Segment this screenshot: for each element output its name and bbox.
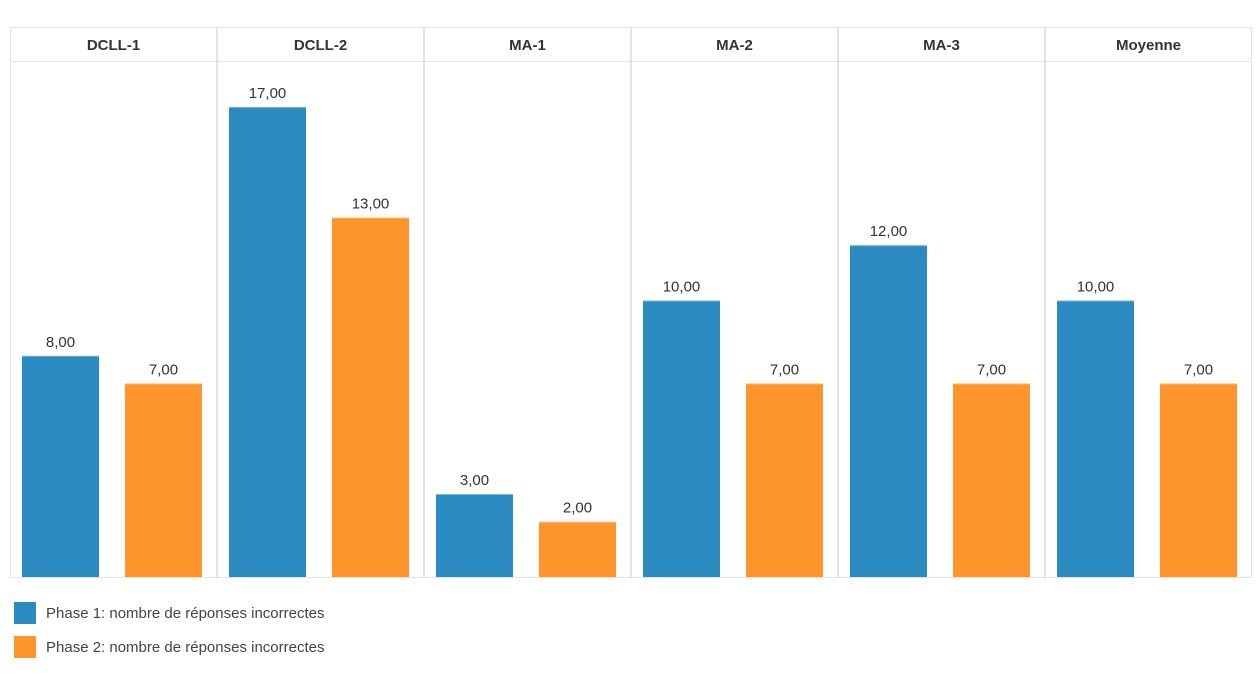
bar-ma-1-phase-1[interactable] (436, 494, 513, 577)
bar-dcll-1-phase-1[interactable] (22, 355, 99, 577)
legend-item-phase-2[interactable]: Phase 2: nombre de réponses incorrectes (14, 630, 325, 664)
legend-swatch-phase-2 (14, 636, 36, 658)
category-headers: DCLL-1 DCLL-2 MA-1 MA-2 MA-3 Moyenne (87, 37, 1181, 54)
value-label-dcll-2-phase-1: 17,00 (249, 85, 287, 102)
category-label-ma-3: MA-3 (923, 37, 960, 54)
value-label-dcll-1-phase-1: 8,00 (46, 334, 75, 351)
bar-ma-2-phase-1[interactable] (643, 300, 720, 578)
bar-moyenne-phase-2[interactable] (1160, 383, 1237, 577)
legend-item-phase-1[interactable]: Phase 1: nombre de réponses incorrectes (14, 596, 325, 630)
bar-moyenne-phase-1[interactable] (1057, 300, 1134, 578)
category-label-moyenne: Moyenne (1116, 37, 1181, 54)
bar-ma-3-phase-1[interactable] (850, 245, 927, 577)
chart-bars (22, 106, 1237, 578)
value-label-ma-3-phase-2: 7,00 (977, 361, 1006, 378)
legend-swatch-phase-1 (14, 602, 36, 624)
category-label-dcll-1: DCLL-1 (87, 37, 140, 54)
bar-ma-3-phase-2[interactable] (953, 383, 1030, 577)
legend-label-phase-2: Phase 2: nombre de réponses incorrectes (46, 638, 325, 656)
value-label-dcll-2-phase-2: 13,00 (352, 196, 390, 213)
category-label-dcll-2: DCLL-2 (294, 37, 347, 54)
bar-dcll-1-phase-2[interactable] (125, 383, 202, 577)
category-label-ma-1: MA-1 (509, 37, 546, 54)
value-label-ma-1-phase-1: 3,00 (460, 472, 489, 489)
value-label-dcll-1-phase-2: 7,00 (149, 361, 178, 378)
value-label-ma-2-phase-2: 7,00 (770, 361, 799, 378)
bar-ma-1-phase-2[interactable] (539, 521, 616, 577)
category-label-ma-2: MA-2 (716, 37, 753, 54)
legend-label-phase-1: Phase 1: nombre de réponses incorrectes (46, 604, 325, 622)
value-label-moyenne-phase-2: 7,00 (1184, 361, 1213, 378)
value-label-ma-2-phase-1: 10,00 (663, 279, 701, 296)
bar-ma-2-phase-2[interactable] (746, 383, 823, 577)
value-label-moyenne-phase-1: 10,00 (1077, 279, 1115, 296)
bar-dcll-2-phase-2[interactable] (332, 217, 409, 578)
value-label-ma-3-phase-1: 12,00 (870, 223, 908, 240)
chart-legend: Phase 1: nombre de réponses incorrectes … (14, 596, 325, 664)
value-label-ma-1-phase-2: 2,00 (563, 500, 592, 517)
panel-ma-1 (424, 27, 631, 578)
value-labels: 8,00 7,00 17,00 13,00 3,00 2,00 10,00 7,00 12,00… (46, 85, 1213, 517)
bar-dcll-2-phase-1[interactable] (229, 106, 306, 577)
